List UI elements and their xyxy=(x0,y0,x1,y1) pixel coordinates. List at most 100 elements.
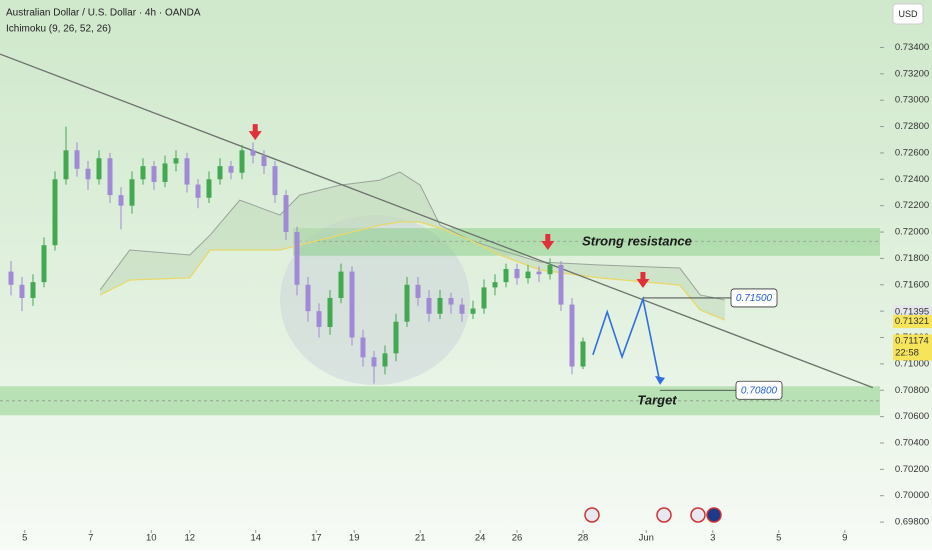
candle-body xyxy=(107,158,113,196)
y-tick-label: 0.73000 xyxy=(895,95,929,106)
candle-body xyxy=(272,166,278,196)
candle-body xyxy=(261,155,267,167)
candle-body xyxy=(85,168,91,180)
candle-body xyxy=(481,287,487,309)
x-tick-label: 14 xyxy=(250,533,261,544)
candle-body xyxy=(52,179,58,246)
candle-body xyxy=(525,271,531,279)
x-tick-label: 26 xyxy=(512,533,523,544)
callout-label: 0.71500 xyxy=(736,293,773,304)
y-tick-label: 0.72800 xyxy=(895,121,929,132)
candle-body xyxy=(459,304,465,314)
callout-box xyxy=(730,288,778,308)
candle-body xyxy=(30,282,36,298)
candle-body xyxy=(492,282,498,288)
candle-body xyxy=(250,150,256,156)
candle-body xyxy=(96,158,102,180)
candle-body xyxy=(305,284,311,312)
candle-body xyxy=(151,166,157,182)
candle-body xyxy=(580,341,586,367)
candle-body xyxy=(514,268,520,279)
y-tick-label: 0.70200 xyxy=(895,464,929,475)
candle-body xyxy=(558,265,564,305)
candle-body xyxy=(74,150,80,169)
candle-body xyxy=(283,195,289,233)
candle-body xyxy=(8,271,14,285)
candle-body xyxy=(41,245,47,283)
candle-body xyxy=(349,271,355,338)
plot: 0.69800 0.70000 0.70200 0.70400 0.70600 0.708… xyxy=(0,42,932,544)
currency-button[interactable] xyxy=(892,3,924,25)
x-tick-label: 5 xyxy=(22,533,27,544)
signal-arrow xyxy=(636,271,650,288)
candle-body xyxy=(415,284,421,298)
candle-body xyxy=(184,158,190,185)
x-tick-label: 28 xyxy=(578,533,589,544)
event-icon[interactable] xyxy=(690,507,706,523)
y-tick-label: 0.72000 xyxy=(895,227,929,238)
candle-body xyxy=(426,297,432,314)
candle-body xyxy=(228,166,234,173)
x-tick-label: 5 xyxy=(776,533,781,544)
candle-body xyxy=(547,265,553,275)
candle-body xyxy=(448,297,454,305)
event-icon[interactable] xyxy=(584,507,600,523)
price-tag-label: 0.71174 xyxy=(895,335,929,346)
candle-body xyxy=(162,163,168,182)
candle-body xyxy=(173,158,179,164)
zone xyxy=(293,228,880,256)
candle-body xyxy=(316,311,322,327)
event-icons xyxy=(584,507,722,523)
candle-body xyxy=(338,271,344,298)
zone-label: Target xyxy=(637,392,677,407)
candle-body xyxy=(217,166,223,180)
event-icon[interactable] xyxy=(706,507,722,523)
x-tick-label: 17 xyxy=(311,533,322,544)
candle-body xyxy=(404,284,410,322)
y-tick-label: 0.70800 xyxy=(895,385,929,396)
indicator-label: Ichimoku (9, 26, 52, 26) xyxy=(6,24,111,35)
callout-label: 0.70800 xyxy=(741,385,778,396)
x-tick-label: 7 xyxy=(88,533,93,544)
candle-body xyxy=(470,308,476,314)
y-tick-label: 0.72400 xyxy=(895,174,929,185)
chart-title: Australian Dollar / U.S. Dollar · 4h · O… xyxy=(6,8,201,19)
candle-body xyxy=(393,321,399,354)
candle-body xyxy=(206,179,212,198)
event-icon[interactable] xyxy=(656,507,672,523)
projection-path xyxy=(592,296,661,384)
candle-body xyxy=(19,284,25,298)
candle-body xyxy=(437,297,443,314)
candle-body xyxy=(63,150,69,180)
price-tag xyxy=(893,315,932,329)
price-tag xyxy=(893,305,932,319)
y-tick-label: 0.71600 xyxy=(895,279,929,290)
candle-body xyxy=(360,337,366,358)
callout-box xyxy=(735,380,783,400)
candle-body xyxy=(536,271,542,275)
projection-arrowhead xyxy=(655,375,665,385)
candle-body xyxy=(140,166,146,180)
x-tick-label: 10 xyxy=(146,533,157,544)
y-tick-label: 0.70600 xyxy=(895,411,929,422)
cloud-upper xyxy=(99,171,725,301)
x-tick-label: Jun xyxy=(639,533,654,544)
y-tick-label: 0.72600 xyxy=(895,147,929,158)
trendline xyxy=(0,53,874,389)
x-tick-label: 9 xyxy=(842,533,847,544)
cloud-fill xyxy=(100,172,725,320)
price-tag-label: 0.71395 xyxy=(895,306,929,317)
y-tick-label: 0.70400 xyxy=(895,438,929,449)
y-tick-label: 0.71000 xyxy=(895,358,929,369)
x-tick-label: 21 xyxy=(415,533,426,544)
zone-label: Strong resistance xyxy=(582,234,692,249)
cloud-lower xyxy=(99,221,726,321)
candle-body xyxy=(503,268,509,283)
candle-body xyxy=(569,304,575,367)
highlight-area xyxy=(280,215,470,385)
candle-body xyxy=(195,184,201,198)
candle-body xyxy=(294,232,300,285)
y-tick-label: 0.73200 xyxy=(895,68,929,79)
x-tick-label: 12 xyxy=(184,533,195,544)
